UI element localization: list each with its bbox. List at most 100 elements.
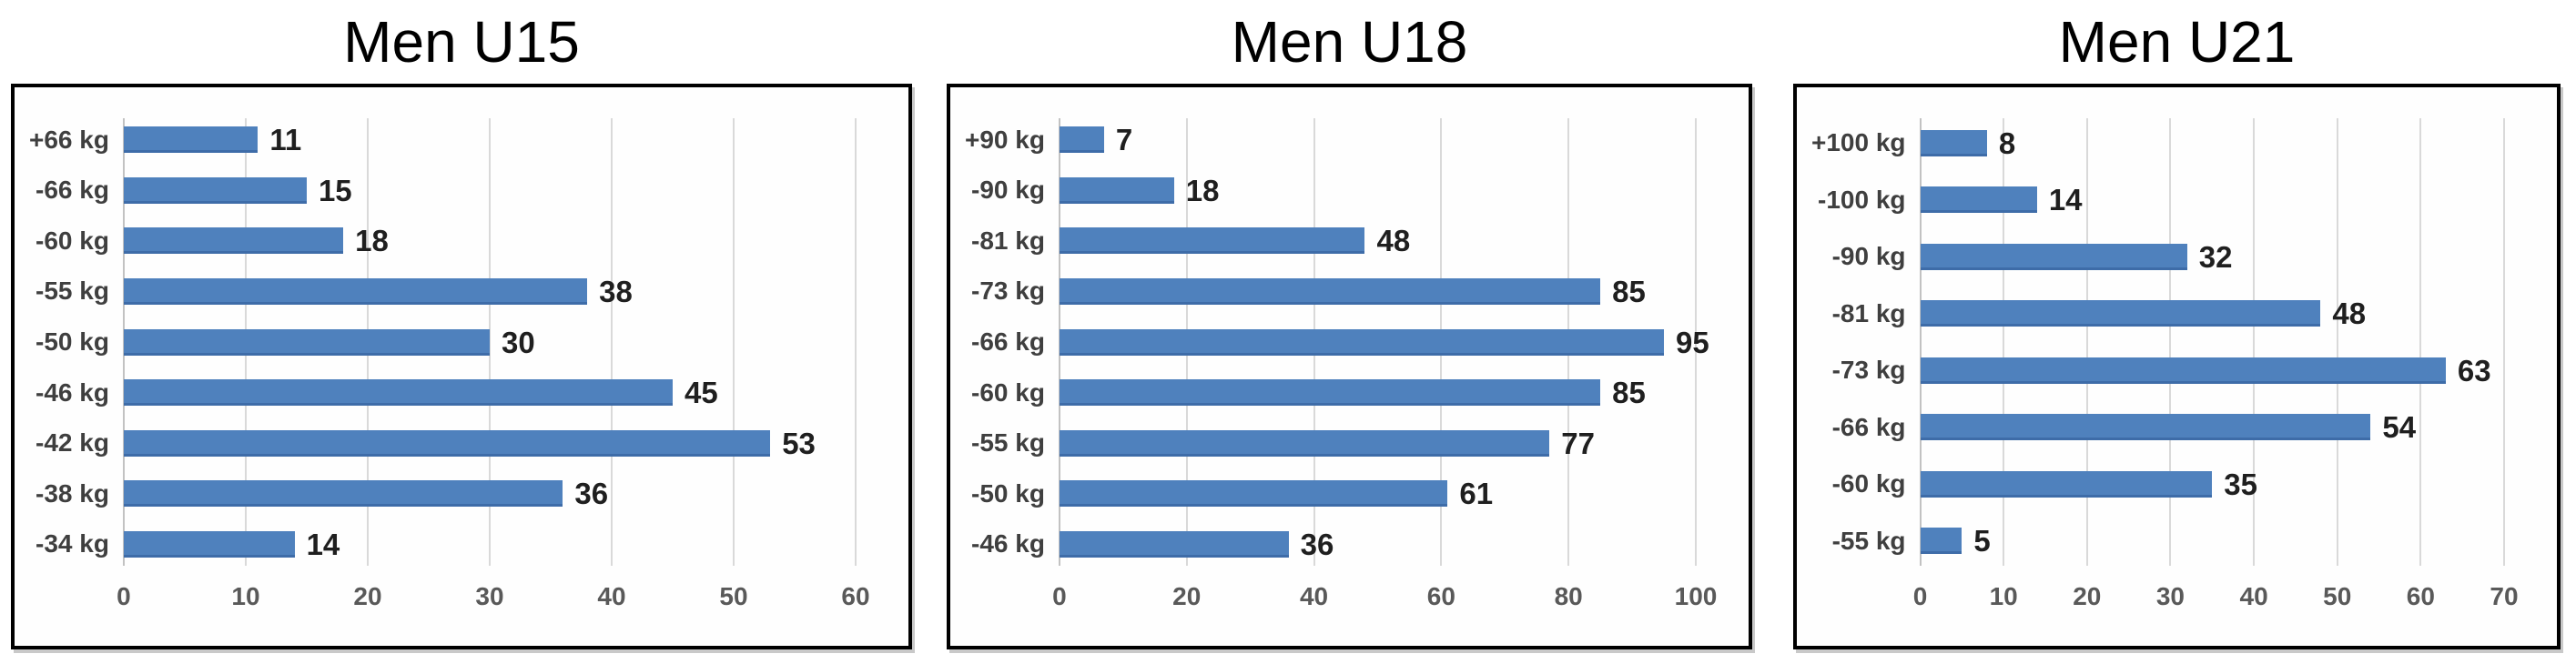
chart-title: Men U21 bbox=[2058, 9, 2296, 75]
category-label: +100 kg bbox=[1811, 128, 1906, 157]
axis-tick-label: 60 bbox=[2406, 582, 2435, 610]
data-label: 95 bbox=[1676, 325, 1709, 359]
category-label: -60 kg bbox=[971, 377, 1045, 407]
bar bbox=[123, 379, 673, 407]
category-label: -55 kg bbox=[35, 277, 109, 306]
bar-row: 15 bbox=[123, 166, 856, 216]
axis-tick-label: 10 bbox=[1989, 582, 2018, 610]
chart-block-men-u18: Men U18 +90 kg -90 kg -81 kg -73 kg -66 kg -6… bbox=[947, 0, 1752, 649]
plot-area: 11 15 18 38 30 45 53 36 14 bbox=[122, 115, 857, 569]
gridline bbox=[2253, 118, 2256, 566]
gridline bbox=[1695, 118, 1697, 566]
bar bbox=[1920, 129, 1987, 156]
value-axis: 0 20 40 60 80 100 bbox=[1052, 578, 1717, 622]
chart-panel-men-u21: +100 kg -100 kg -90 kg -81 kg -73 kg -66 kg -6… bbox=[1793, 84, 2561, 649]
bar-row: 77 bbox=[1059, 418, 1696, 468]
bar-row: 18 bbox=[1059, 166, 1696, 216]
category-axis: +100 kg -100 kg -90 kg -81 kg -73 kg -66 kg -6… bbox=[1811, 115, 1921, 569]
data-label: 32 bbox=[2198, 239, 2233, 274]
data-label: 77 bbox=[1561, 426, 1595, 460]
bar bbox=[1920, 357, 2446, 384]
bar-row: 63 bbox=[1920, 342, 2504, 399]
bars-layer: 7 18 48 85 95 85 77 61 36 bbox=[1059, 115, 1709, 570]
category-label: -66 kg bbox=[971, 327, 1045, 357]
category-label: -55 kg bbox=[971, 428, 1045, 458]
chart-panel-men-u18: +90 kg -90 kg -81 kg -73 kg -66 kg -60 kg -55 … bbox=[947, 84, 1752, 649]
axis-tick-label: 40 bbox=[597, 582, 626, 610]
category-label: -38 kg bbox=[35, 478, 109, 508]
bar-row: 48 bbox=[1920, 286, 2504, 343]
axis-tick-label: 20 bbox=[2073, 582, 2102, 610]
gridline bbox=[732, 118, 735, 566]
chart-grid: +90 kg -90 kg -81 kg -73 kg -66 kg -60 kg -55 … bbox=[965, 115, 1717, 622]
axis-tick-label: 30 bbox=[475, 582, 504, 610]
bar bbox=[1059, 530, 1289, 558]
category-label: -34 kg bbox=[35, 529, 109, 558]
bar-row: 48 bbox=[1059, 216, 1696, 267]
data-label: 15 bbox=[318, 173, 352, 207]
gridline bbox=[2336, 118, 2338, 566]
bar-row: 8 bbox=[1920, 115, 2504, 172]
chart-title: Men U15 bbox=[343, 9, 580, 75]
chart-panel-men-u15: +66 kg -66 kg -60 kg -55 kg -50 kg -46 kg -42 … bbox=[11, 84, 912, 649]
category-label: -90 kg bbox=[1831, 242, 1906, 271]
bar-row: 54 bbox=[1920, 399, 2504, 457]
bar bbox=[1059, 126, 1104, 154]
bar-row: 18 bbox=[123, 216, 856, 267]
bar bbox=[123, 328, 490, 356]
bar bbox=[1920, 243, 2187, 270]
chart-block-men-u15: Men U15 +66 kg -66 kg -60 kg -55 kg -50 kg -4… bbox=[11, 0, 912, 649]
bar bbox=[1059, 328, 1665, 356]
bar bbox=[1920, 414, 2371, 441]
chart-title-area: Men U18 bbox=[947, 0, 1752, 84]
data-label: 35 bbox=[2224, 467, 2257, 501]
bar bbox=[1059, 176, 1174, 204]
category-label: -60 kg bbox=[1831, 469, 1906, 498]
category-label: -42 kg bbox=[35, 428, 109, 458]
bars-layer: 11 15 18 38 30 45 53 36 14 bbox=[123, 115, 856, 569]
gridline bbox=[855, 118, 857, 566]
data-label: 11 bbox=[269, 123, 302, 157]
data-label: 7 bbox=[1115, 123, 1133, 157]
bar-row: 35 bbox=[1920, 456, 2504, 513]
category-label: +66 kg bbox=[29, 125, 109, 154]
category-label: +90 kg bbox=[965, 125, 1045, 154]
category-label: -73 kg bbox=[1831, 356, 1906, 385]
gridline bbox=[610, 118, 613, 566]
data-label: 53 bbox=[782, 426, 816, 460]
bar bbox=[1059, 277, 1601, 305]
bar-row: 11 bbox=[123, 115, 856, 166]
category-label: -81 kg bbox=[1831, 298, 1906, 327]
bar-row: 45 bbox=[123, 367, 856, 418]
bar bbox=[1920, 470, 2213, 498]
axis-tick-label: 0 bbox=[1052, 582, 1067, 610]
chart-grid: +100 kg -100 kg -90 kg -81 kg -73 kg -66 kg -6… bbox=[1811, 115, 2519, 622]
axis-zero-line bbox=[1919, 118, 1922, 566]
data-label: 5 bbox=[1973, 524, 1991, 558]
axis-tick-label: 60 bbox=[841, 582, 870, 610]
data-label: 18 bbox=[1185, 173, 1220, 207]
data-label: 30 bbox=[501, 325, 535, 359]
bar-row: 36 bbox=[123, 468, 856, 519]
bar bbox=[123, 530, 295, 558]
bar bbox=[123, 277, 588, 305]
category-label: -60 kg bbox=[35, 226, 109, 255]
data-label: 85 bbox=[1612, 274, 1646, 308]
bar bbox=[1059, 227, 1365, 255]
axis-tick-label: 0 bbox=[117, 582, 131, 610]
data-label: 48 bbox=[1376, 224, 1411, 258]
bar bbox=[123, 429, 771, 457]
gridline bbox=[2419, 118, 2422, 566]
axis-tick-label: 10 bbox=[231, 582, 260, 610]
bar bbox=[1059, 379, 1601, 407]
data-label: 63 bbox=[2457, 353, 2491, 387]
data-label: 18 bbox=[355, 224, 389, 258]
bar bbox=[1920, 300, 2321, 327]
data-label: 36 bbox=[1300, 527, 1334, 561]
bars-layer: 8 14 32 48 63 54 35 5 bbox=[1920, 115, 2504, 569]
gridline bbox=[2085, 118, 2088, 566]
chart-title-area: Men U21 bbox=[1793, 0, 2561, 84]
bar-row: 36 bbox=[1059, 519, 1696, 570]
axis-tick-label: 100 bbox=[1674, 582, 1718, 610]
bar-row: 7 bbox=[1059, 115, 1696, 166]
